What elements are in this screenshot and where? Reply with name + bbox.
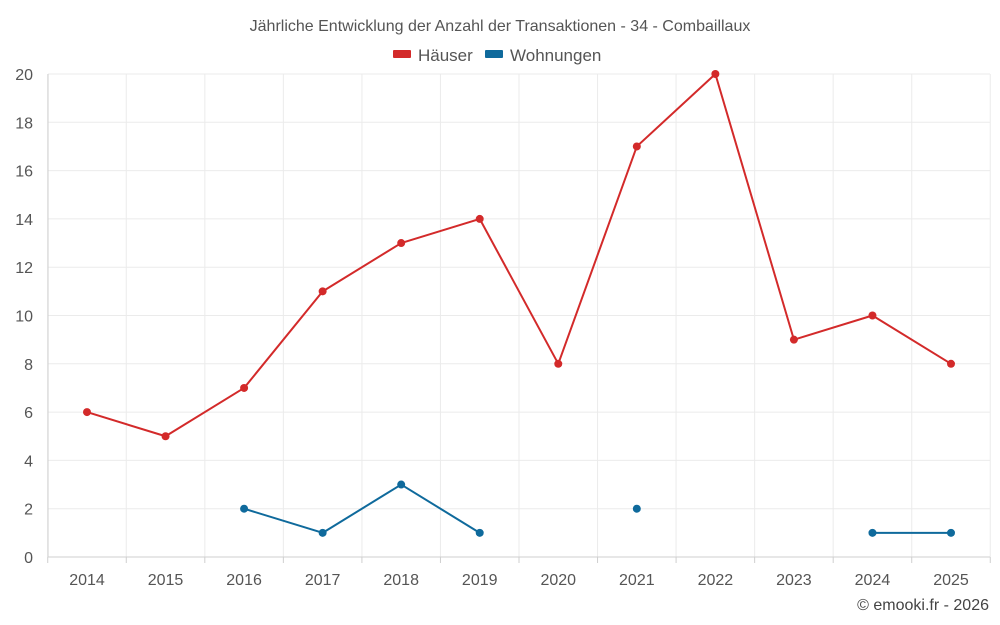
y-tick-label: 4 bbox=[24, 453, 33, 470]
x-tick-label: 2021 bbox=[619, 572, 655, 589]
x-tick-label: 2023 bbox=[776, 572, 812, 589]
y-tick-label: 6 bbox=[24, 405, 33, 422]
data-point-houses[interactable] bbox=[161, 432, 170, 441]
x-tick-label: 2017 bbox=[305, 572, 341, 589]
data-point-houses[interactable] bbox=[240, 383, 249, 392]
axes bbox=[47, 74, 991, 563]
data-point-apartments[interactable] bbox=[475, 528, 484, 537]
legend-item-apartments[interactable]: Wohnungen bbox=[485, 46, 601, 65]
data-point-houses[interactable] bbox=[475, 214, 484, 223]
y-tick-label: 14 bbox=[15, 212, 33, 229]
x-tick-label: 2020 bbox=[540, 572, 576, 589]
data-point-houses[interactable] bbox=[632, 142, 641, 151]
data-point-apartments[interactable] bbox=[947, 528, 955, 537]
y-tick-label: 10 bbox=[15, 309, 33, 326]
legend-label-houses: Häuser bbox=[418, 46, 473, 65]
x-tick-label: 2024 bbox=[855, 572, 891, 589]
y-tick-label: 2 bbox=[24, 502, 33, 519]
data-point-houses[interactable] bbox=[947, 359, 955, 368]
legend-label-apartments: Wohnungen bbox=[510, 46, 601, 65]
x-tick-label: 2018 bbox=[383, 572, 419, 589]
legend-swatch-apartments bbox=[485, 50, 503, 58]
data-point-houses[interactable] bbox=[789, 335, 798, 344]
data-point-houses[interactable] bbox=[711, 70, 720, 78]
data-point-houses[interactable] bbox=[868, 311, 877, 320]
y-tick-label: 16 bbox=[15, 164, 33, 181]
series bbox=[83, 70, 955, 537]
y-tick-label: 20 bbox=[15, 67, 33, 84]
y-tick-label: 8 bbox=[24, 357, 33, 374]
legend-swatch-houses bbox=[393, 50, 411, 58]
data-point-houses[interactable] bbox=[83, 408, 91, 417]
x-tick-label: 2022 bbox=[698, 572, 734, 589]
x-tick-label: 2019 bbox=[462, 572, 498, 589]
series-line-houses bbox=[86, 73, 952, 438]
data-point-houses[interactable] bbox=[318, 287, 327, 296]
data-point-apartments[interactable] bbox=[240, 504, 249, 513]
series-line-apartments bbox=[243, 483, 481, 534]
data-point-houses[interactable] bbox=[554, 359, 563, 368]
y-tick-label: 0 bbox=[24, 550, 33, 567]
legend-item-houses[interactable]: Häuser bbox=[393, 46, 473, 65]
data-point-apartments[interactable] bbox=[632, 504, 641, 513]
credit-text: © emooki.fr - 2026 bbox=[857, 597, 989, 614]
y-tick-labels: 0 2 4 6 8 10 12 14 16 18 20 bbox=[15, 67, 33, 567]
legend: Häuser Wohnungen bbox=[393, 46, 601, 65]
x-tick-label: 2016 bbox=[226, 572, 262, 589]
y-tick-label: 18 bbox=[15, 115, 33, 132]
x-tick-labels: 2014 2015 2016 2017 2018 2019 2020 2021 2022 2023… bbox=[69, 572, 969, 589]
y-tick-label: 12 bbox=[15, 260, 33, 277]
data-point-apartments[interactable] bbox=[397, 480, 406, 489]
x-tick-label: 2015 bbox=[148, 572, 184, 589]
x-tick-label: 2025 bbox=[933, 572, 969, 589]
data-point-apartments[interactable] bbox=[318, 528, 327, 537]
data-point-houses[interactable] bbox=[397, 239, 406, 248]
x-tick-label: 2014 bbox=[69, 572, 105, 589]
data-point-apartments[interactable] bbox=[868, 528, 877, 537]
chart-title: Jährliche Entwicklung der Anzahl der Tra… bbox=[250, 18, 751, 35]
grid bbox=[47, 73, 991, 557]
